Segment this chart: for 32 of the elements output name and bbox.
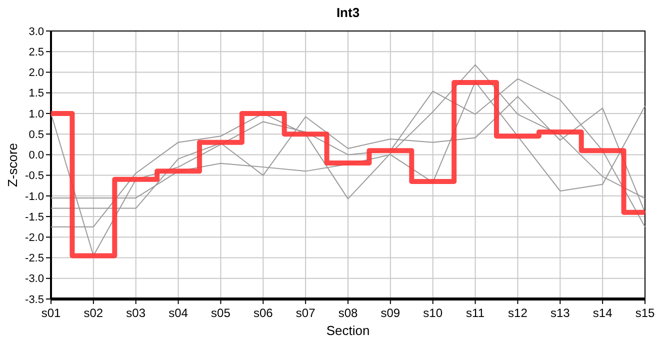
x-tick-label: s01 xyxy=(41,306,61,320)
x-tick-label: s10 xyxy=(423,306,443,320)
x-tick-label: s14 xyxy=(592,306,613,320)
y-tick-label: -2.5 xyxy=(25,252,44,265)
x-tick-label: s07 xyxy=(296,306,316,320)
x-tick-label: s13 xyxy=(550,306,570,320)
x-tick-label: s03 xyxy=(126,306,146,320)
y-axis-title: Z-score xyxy=(5,142,20,188)
x-tick-label: s04 xyxy=(168,306,188,320)
y-tick-label: -3.0 xyxy=(25,273,44,286)
x-tick-label: s08 xyxy=(338,306,358,320)
y-tick-label: 3.0 xyxy=(28,26,44,38)
y-tick-label: -0.5 xyxy=(25,170,44,182)
x-tick-label: s06 xyxy=(253,306,274,320)
x-tick-label: s05 xyxy=(211,306,231,320)
x-tick-label: s11 xyxy=(466,306,485,320)
y-tick-label: 0.5 xyxy=(28,128,44,141)
y-tick-label: 0.0 xyxy=(28,150,44,162)
x-tick-label: s09 xyxy=(380,306,400,320)
x-tick-label: s12 xyxy=(508,306,528,320)
y-tick-label: 1.5 xyxy=(28,88,44,100)
x-tick-label: s02 xyxy=(84,306,104,320)
chart-title: Int3 xyxy=(336,5,360,20)
y-tick-label: -3.5 xyxy=(25,294,44,306)
y-tick-label: 2.0 xyxy=(28,67,44,80)
y-tick-label: 2.5 xyxy=(28,46,44,58)
y-tick-label: 1.0 xyxy=(28,108,44,120)
x-tick-label: s15 xyxy=(635,306,655,320)
y-tick-label: -1.5 xyxy=(25,211,44,224)
x-axis-title: Section xyxy=(326,323,370,338)
y-tick-label: -2.0 xyxy=(25,232,44,244)
y-tick-label: -1.0 xyxy=(25,190,44,203)
